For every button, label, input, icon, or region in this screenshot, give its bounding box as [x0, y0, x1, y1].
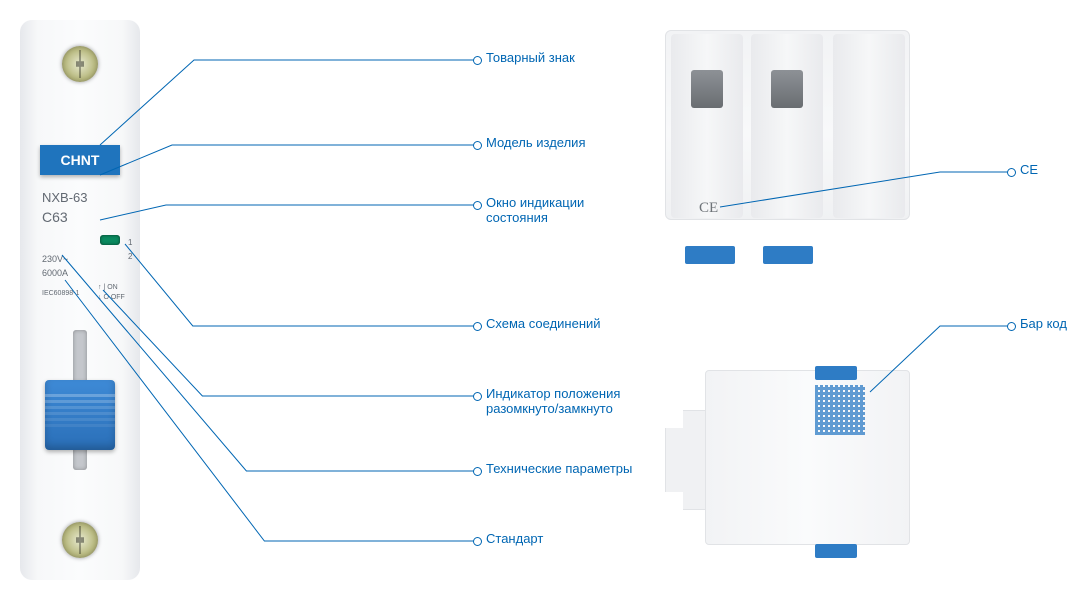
model-text: NXB-63: [42, 190, 88, 205]
ce-mark-text: CE: [699, 200, 718, 217]
pole-2: [751, 34, 823, 218]
callout-label-position: Индикатор положенияразомкнуто/замкнуто: [486, 386, 620, 416]
rail-foot: [763, 246, 813, 264]
side-body: [705, 370, 910, 545]
callout-dot-techparams: [473, 467, 482, 476]
clip-icon: [771, 70, 803, 108]
callout-dot-standard: [473, 537, 482, 546]
toggle-lever: [45, 380, 115, 450]
callout-dot-status: [473, 201, 482, 210]
toggle-switch: [45, 330, 115, 470]
callout-dot-model: [473, 141, 482, 150]
pole-1: [671, 34, 743, 218]
brand-plate: CHNT: [40, 145, 120, 175]
voltage-text: 230V~: [42, 254, 68, 264]
circuit-breaker-multipole: CE: [665, 30, 910, 250]
circuit-breaker-front: CHNT NXB-63 C63 230V~ 6000A IEC60898-1 1…: [20, 20, 140, 580]
callout-label-barcode: Бар код: [1020, 316, 1067, 331]
callout-dot-trademark: [473, 56, 482, 65]
callout-label-techparams: Технические параметры: [486, 461, 632, 476]
rail-foot: [685, 246, 735, 264]
on-label: ↑ | ON: [98, 284, 118, 291]
callout-lines-layer: [0, 0, 1078, 597]
blue-tab-bottom: [815, 544, 857, 558]
callout-label-standard: Стандарт: [486, 531, 543, 546]
blue-tab-top: [815, 366, 857, 380]
callout-label-trademark: Товарный знак: [486, 50, 575, 65]
breaking-capacity-text: 6000A: [42, 268, 68, 278]
terminal-screw-bottom: [62, 522, 98, 558]
callout-dot-ce: [1007, 168, 1016, 177]
status-window-icon: [100, 235, 120, 245]
callout-label-wiring: Схема соединений: [486, 316, 601, 331]
callout-label-model: Модель изделия: [486, 135, 585, 150]
standard-text: IEC60898-1: [42, 290, 79, 297]
callout-dot-wiring: [473, 322, 482, 331]
rating-text: C63: [42, 209, 68, 225]
callout-label-ce: CE: [1020, 162, 1038, 177]
callout-label-status: Окно индикациисостояния: [486, 195, 584, 225]
pole-3: [833, 34, 905, 218]
circuit-breaker-side: [665, 320, 910, 570]
callout-dot-barcode: [1007, 322, 1016, 331]
terminal-screw-top: [62, 46, 98, 82]
wiring-terminal-1: 1: [128, 238, 132, 247]
clip-icon: [691, 70, 723, 108]
off-label: ↓ O OFF: [98, 294, 125, 301]
side-extension: [665, 410, 710, 510]
qr-code-icon: [815, 385, 865, 435]
callout-dot-position: [473, 392, 482, 401]
wiring-terminal-2: 2: [128, 252, 132, 261]
